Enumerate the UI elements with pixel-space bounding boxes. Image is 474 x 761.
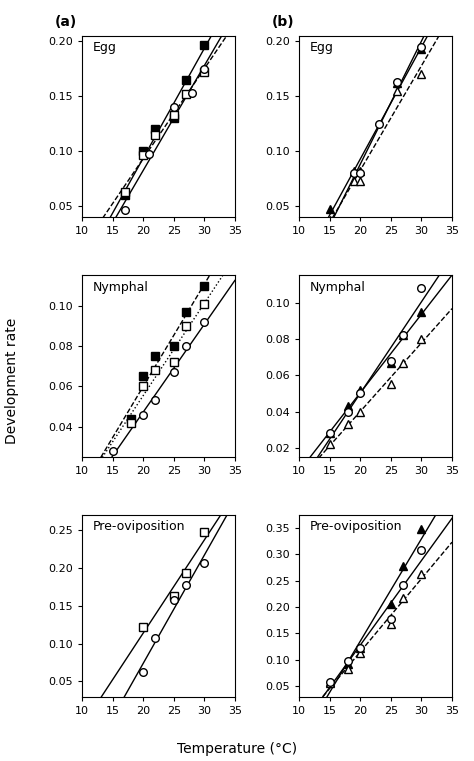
Text: Pre-oviposition: Pre-oviposition: [92, 521, 185, 533]
Text: Development rate: Development rate: [5, 317, 19, 444]
Text: Nymphal: Nymphal: [92, 281, 148, 294]
Text: Egg: Egg: [92, 41, 117, 54]
Text: (b): (b): [272, 14, 294, 29]
Text: Egg: Egg: [310, 41, 334, 54]
Text: Nymphal: Nymphal: [310, 281, 365, 294]
Text: Pre-oviposition: Pre-oviposition: [310, 521, 402, 533]
Text: (a): (a): [55, 14, 77, 29]
Text: Temperature (°C): Temperature (°C): [177, 743, 297, 756]
